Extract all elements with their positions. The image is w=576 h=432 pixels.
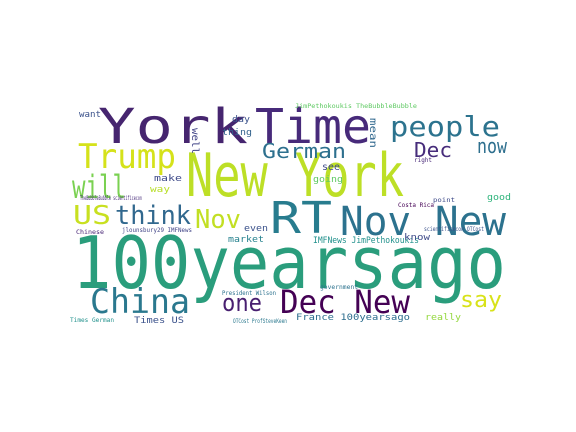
word: Chinese xyxy=(76,229,104,236)
word: Times German xyxy=(70,317,114,324)
word: Dec xyxy=(414,138,452,162)
word: 100yearsago xyxy=(72,221,506,305)
word: think xyxy=(115,201,191,231)
word: way xyxy=(150,185,171,195)
word: Dec New xyxy=(280,283,411,321)
word: market xyxy=(228,235,264,245)
word: really xyxy=(425,313,462,323)
word: Time xyxy=(255,99,371,155)
word: Nov xyxy=(195,205,241,235)
word: York xyxy=(98,99,248,155)
word: JimPethokoukis TheBubbleBubble xyxy=(295,103,417,110)
word: US xyxy=(73,201,111,231)
word: make xyxy=(154,174,182,184)
word: China xyxy=(90,282,190,322)
word: TheBubbleBubble scientificecon xyxy=(80,195,142,202)
word: well xyxy=(189,128,200,154)
word: Trump xyxy=(78,137,176,177)
word: Costa Rica xyxy=(398,202,434,209)
word: good xyxy=(487,193,511,203)
word: IMFNews JimPethokoukis xyxy=(313,236,419,246)
word: right xyxy=(414,157,432,164)
word: now xyxy=(477,134,508,158)
word: even xyxy=(244,224,268,234)
word: say xyxy=(460,288,502,313)
word: jlounsbury29 IMFNews xyxy=(122,227,192,234)
word: thing xyxy=(222,128,252,138)
word: know xyxy=(404,233,431,243)
word: want xyxy=(79,110,101,120)
word: RT xyxy=(270,193,332,244)
word: Nov New xyxy=(340,199,507,245)
word: one xyxy=(222,289,262,317)
word: France 100yearsago xyxy=(296,313,410,323)
word: point xyxy=(433,197,455,204)
word: German xyxy=(262,139,346,163)
word: scientificecon OTCost xyxy=(424,226,484,233)
word: mean xyxy=(367,118,378,148)
word: people xyxy=(390,110,500,143)
word: OTCost ProfSteveKeen xyxy=(233,318,287,325)
word: will xyxy=(72,168,126,206)
word: President Wilson xyxy=(222,290,276,297)
word: government xyxy=(320,284,358,291)
word: New York xyxy=(186,141,404,211)
word: Times US xyxy=(134,316,184,326)
word: see xyxy=(322,162,340,173)
word: day xyxy=(232,115,251,125)
word: going xyxy=(313,175,343,185)
